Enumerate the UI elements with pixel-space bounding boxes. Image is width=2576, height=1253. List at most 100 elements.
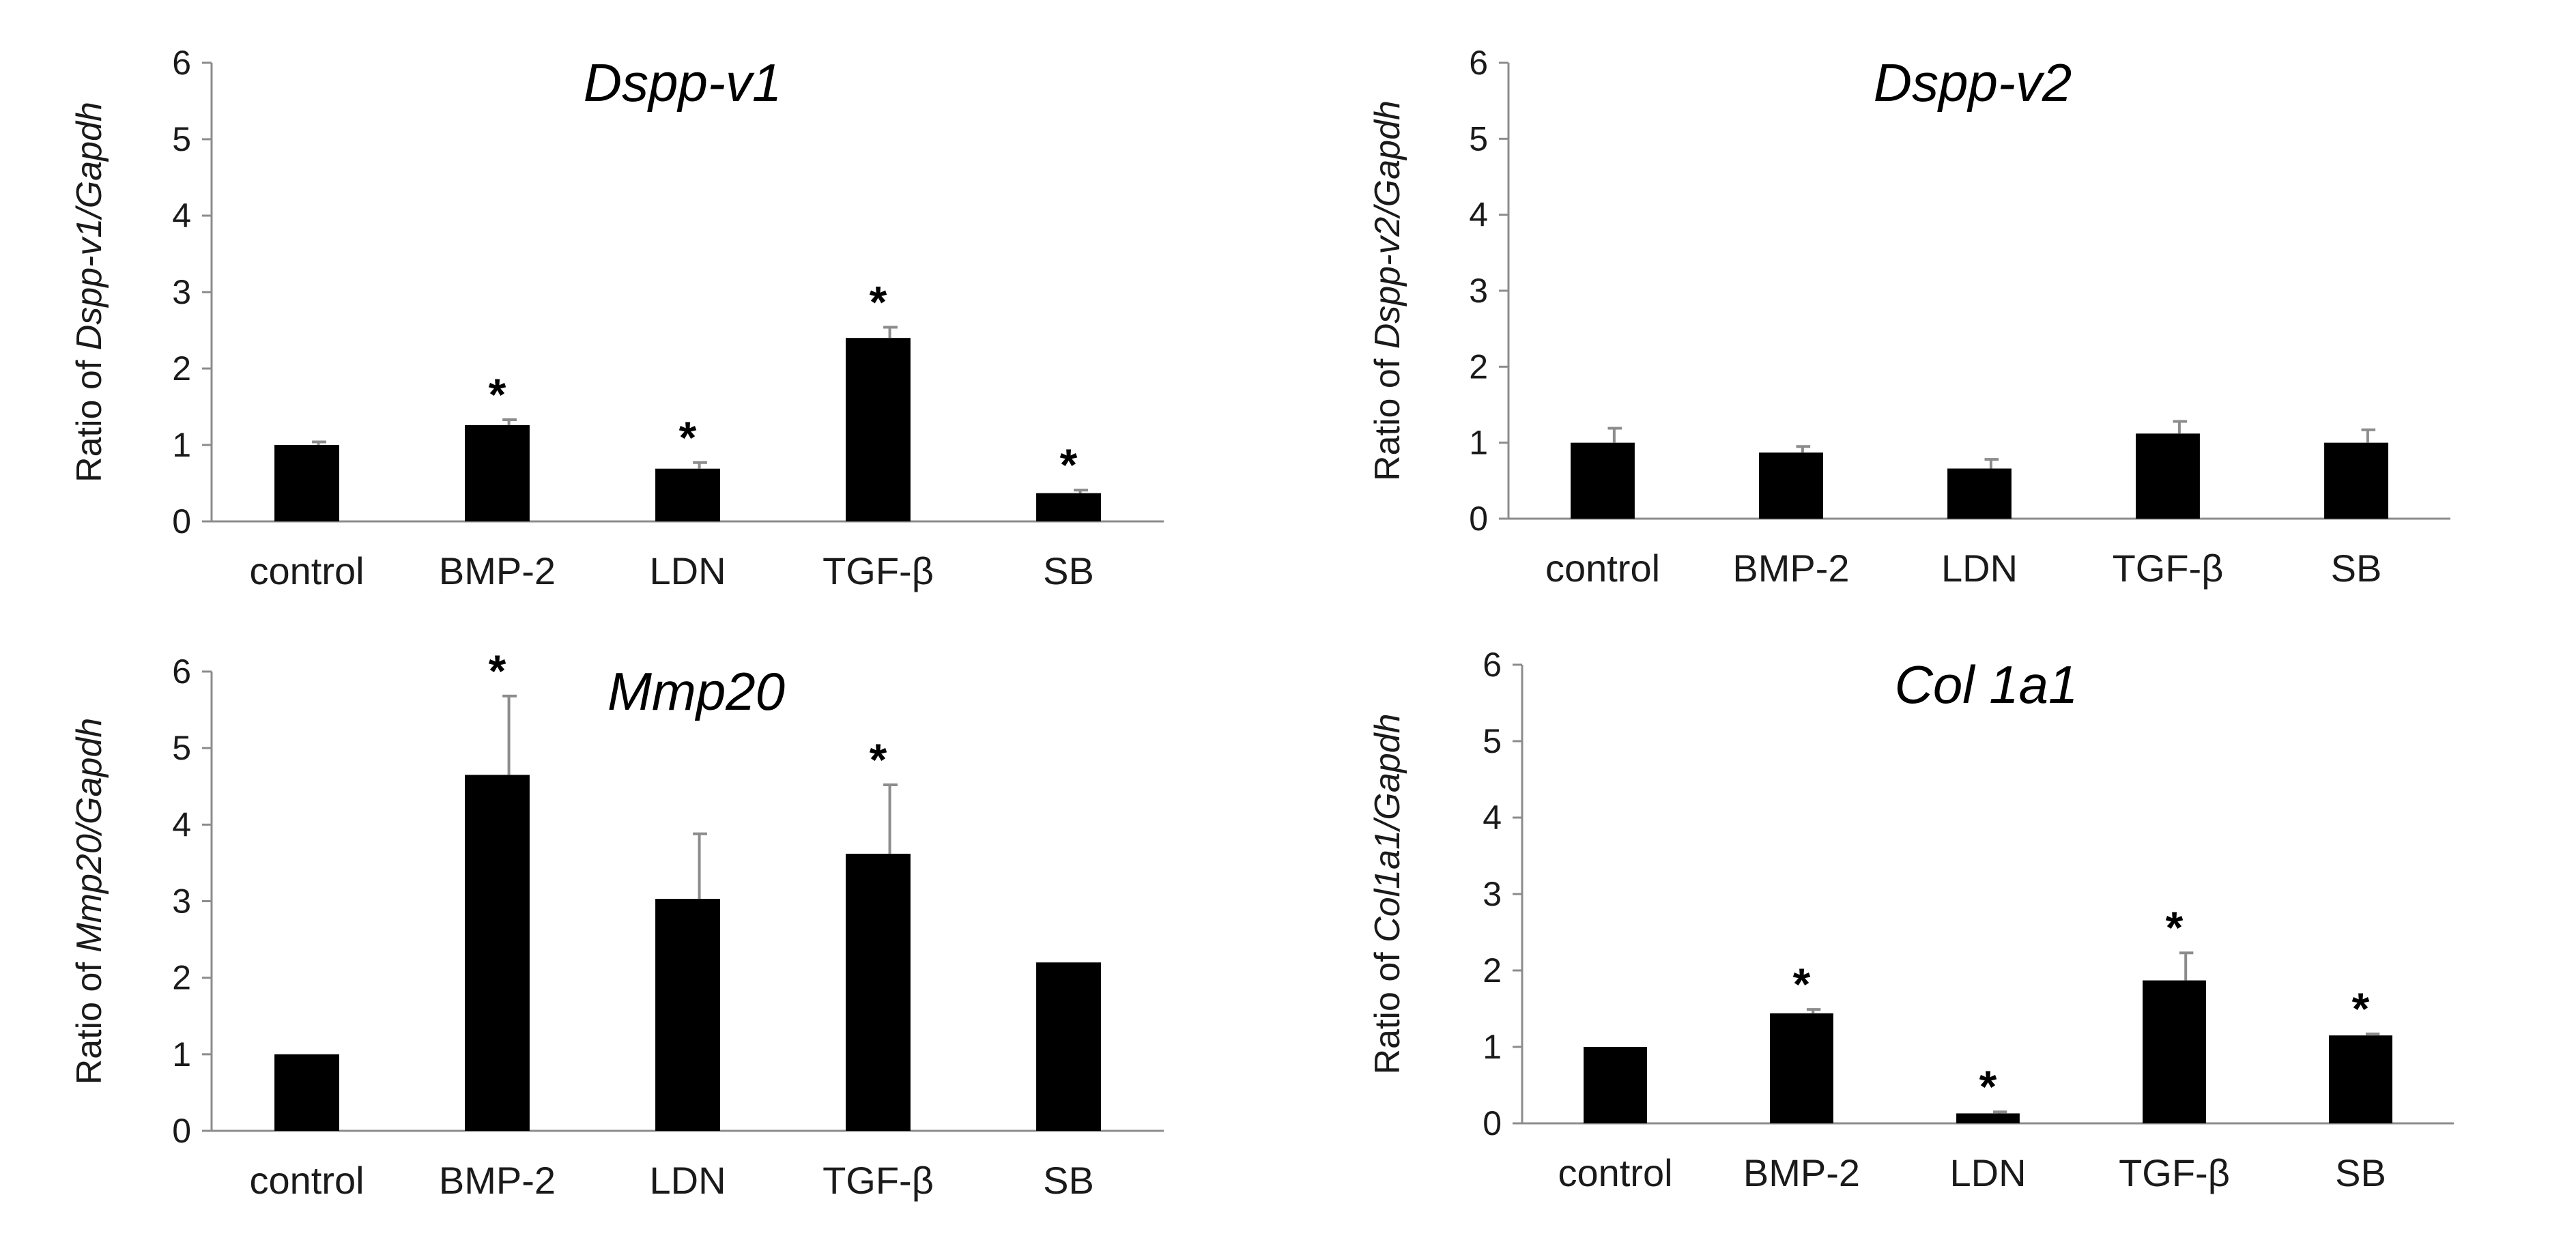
y-axis-label: Ratio of Dspp-v2/Gapdh (1368, 100, 1407, 481)
y-axis-label-gene: Mmp20/Gapdh (70, 718, 109, 953)
bar-5 (2324, 442, 2388, 519)
y-axis-label-gene: Dspp-v2/Gapdh (1368, 100, 1407, 349)
significance-marker: * (870, 277, 887, 328)
bar-1 (274, 445, 339, 521)
y-tick-label: 2 (172, 349, 191, 388)
x-tick-label: LDN (1941, 547, 2018, 590)
bar-5 (1036, 493, 1101, 521)
y-axis-label: Ratio of Dspp-v1/Gapdh (70, 102, 109, 483)
y-tick-label: 1 (1469, 424, 1488, 462)
bar-1 (274, 1054, 339, 1131)
y-tick-label: 0 (172, 1112, 191, 1150)
y-axis-label-prefix: Ratio of (1368, 942, 1407, 1075)
x-tick-label: BMP-2 (1732, 547, 1849, 590)
x-tick-label: control (249, 1159, 364, 1202)
chart-panel-4: 0 1 2 3 4 5 6 control * BMP-2 * LDN * TGF-β * SB Col 1a1… (1368, 646, 2454, 1194)
y-axis-label: Ratio of Col1a1/Gapdh (1368, 713, 1407, 1074)
error-bar-2 (502, 694, 517, 775)
bar-3 (1947, 468, 2012, 519)
significance-marker: * (1060, 440, 1078, 490)
significance-marker: * (489, 646, 506, 696)
y-tick-label: 0 (1483, 1104, 1502, 1142)
chart-title: Dspp-v1 (584, 53, 782, 113)
y-tick-label: 1 (1483, 1028, 1502, 1066)
chart-panel-2: 0 1 2 3 4 5 6 control BMP-2 LDN TGF-β SB Dspp-v2 Rati… (1368, 44, 2450, 590)
y-tick-label: 1 (172, 426, 191, 464)
y-tick-label: 4 (172, 805, 191, 844)
x-tick-label: SB (1043, 549, 1094, 592)
y-tick-label: 5 (172, 729, 191, 767)
y-tick-label: 4 (1469, 196, 1488, 234)
error-bar-3 (1984, 458, 1999, 469)
y-tick-label: 2 (1483, 951, 1502, 990)
error-bar-3 (693, 461, 707, 469)
x-tick-label: SB (1043, 1159, 1094, 1202)
error-bar-3 (693, 832, 707, 899)
y-tick-label: 3 (172, 882, 191, 921)
error-bar-5 (1074, 489, 1088, 493)
y-tick-label: 2 (172, 959, 191, 997)
x-tick-label: LDN (649, 549, 726, 592)
significance-marker: * (2166, 902, 2184, 953)
x-tick-label: LDN (1949, 1151, 2026, 1194)
chart-title: Mmp20 (607, 661, 785, 721)
bar-5 (2329, 1035, 2392, 1123)
error-bar-4 (883, 326, 898, 339)
bar-4 (846, 853, 911, 1131)
bar-1 (1584, 1047, 1647, 1123)
y-axis-label-gene: Dspp-v1/Gapdh (70, 102, 109, 350)
significance-marker: * (1979, 1061, 1997, 1112)
error-bar-4 (883, 783, 898, 854)
significance-marker: * (679, 412, 697, 463)
bar-2 (465, 775, 530, 1131)
error-bar-2 (1806, 1008, 1821, 1013)
significance-marker: * (870, 734, 887, 785)
chart-panel-1: 0 1 2 3 4 5 6 control * BMP-2 * LDN * TGF-β * SB Dspp-v1… (70, 44, 1164, 592)
y-tick-label: 3 (172, 273, 191, 311)
y-tick-label: 6 (172, 652, 191, 691)
y-axis-label-prefix: Ratio of (1368, 349, 1407, 481)
chart-panel-3: 0 1 2 3 4 5 6 control * BMP-2 LDN * TGF-β SB Mmp20 Rati… (70, 646, 1164, 1202)
y-tick-label: 5 (1483, 722, 1502, 760)
x-tick-label: TGF-β (822, 1159, 934, 1202)
y-tick-label: 5 (1469, 119, 1488, 158)
significance-marker: * (1793, 959, 1811, 1009)
bar-4 (846, 338, 911, 521)
y-tick-label: 5 (172, 120, 191, 158)
y-axis-label-prefix: Ratio of (70, 953, 109, 1085)
error-bar-1 (312, 440, 326, 445)
bar-2 (465, 424, 530, 521)
bar-3 (655, 899, 720, 1131)
y-tick-label: 4 (1483, 798, 1502, 837)
bar-3 (655, 468, 720, 521)
y-tick-label: 6 (1469, 44, 1488, 82)
bar-1 (1571, 442, 1635, 519)
error-bar-4 (2173, 420, 2188, 434)
x-tick-label: SB (2335, 1151, 2386, 1194)
significance-marker: * (2352, 983, 2370, 1034)
error-bar-3 (1992, 1110, 2007, 1114)
error-bar-5 (2365, 1032, 2380, 1036)
y-tick-label: 3 (1483, 875, 1502, 913)
x-tick-label: TGF-β (2119, 1151, 2230, 1194)
bar-3 (1956, 1113, 2020, 1123)
error-bar-5 (2361, 428, 2376, 443)
y-tick-label: 2 (1469, 347, 1488, 386)
error-bar-2 (1796, 445, 1811, 453)
significance-marker: * (489, 369, 506, 420)
error-bar-4 (2179, 951, 2194, 981)
chart-title: Col 1a1 (1895, 654, 2078, 715)
y-tick-label: 6 (172, 44, 191, 82)
y-tick-label: 3 (1469, 272, 1488, 310)
y-tick-label: 0 (172, 502, 191, 541)
bar-2 (1759, 452, 1823, 519)
error-bar-1 (1607, 427, 1622, 443)
x-tick-label: control (1545, 547, 1660, 590)
bar-4 (2136, 433, 2200, 519)
bar-5 (1036, 962, 1101, 1131)
bar-2 (1770, 1013, 1833, 1123)
y-tick-label: 1 (172, 1035, 191, 1074)
x-tick-label: TGF-β (2113, 547, 2224, 590)
y-tick-label: 0 (1469, 500, 1488, 538)
